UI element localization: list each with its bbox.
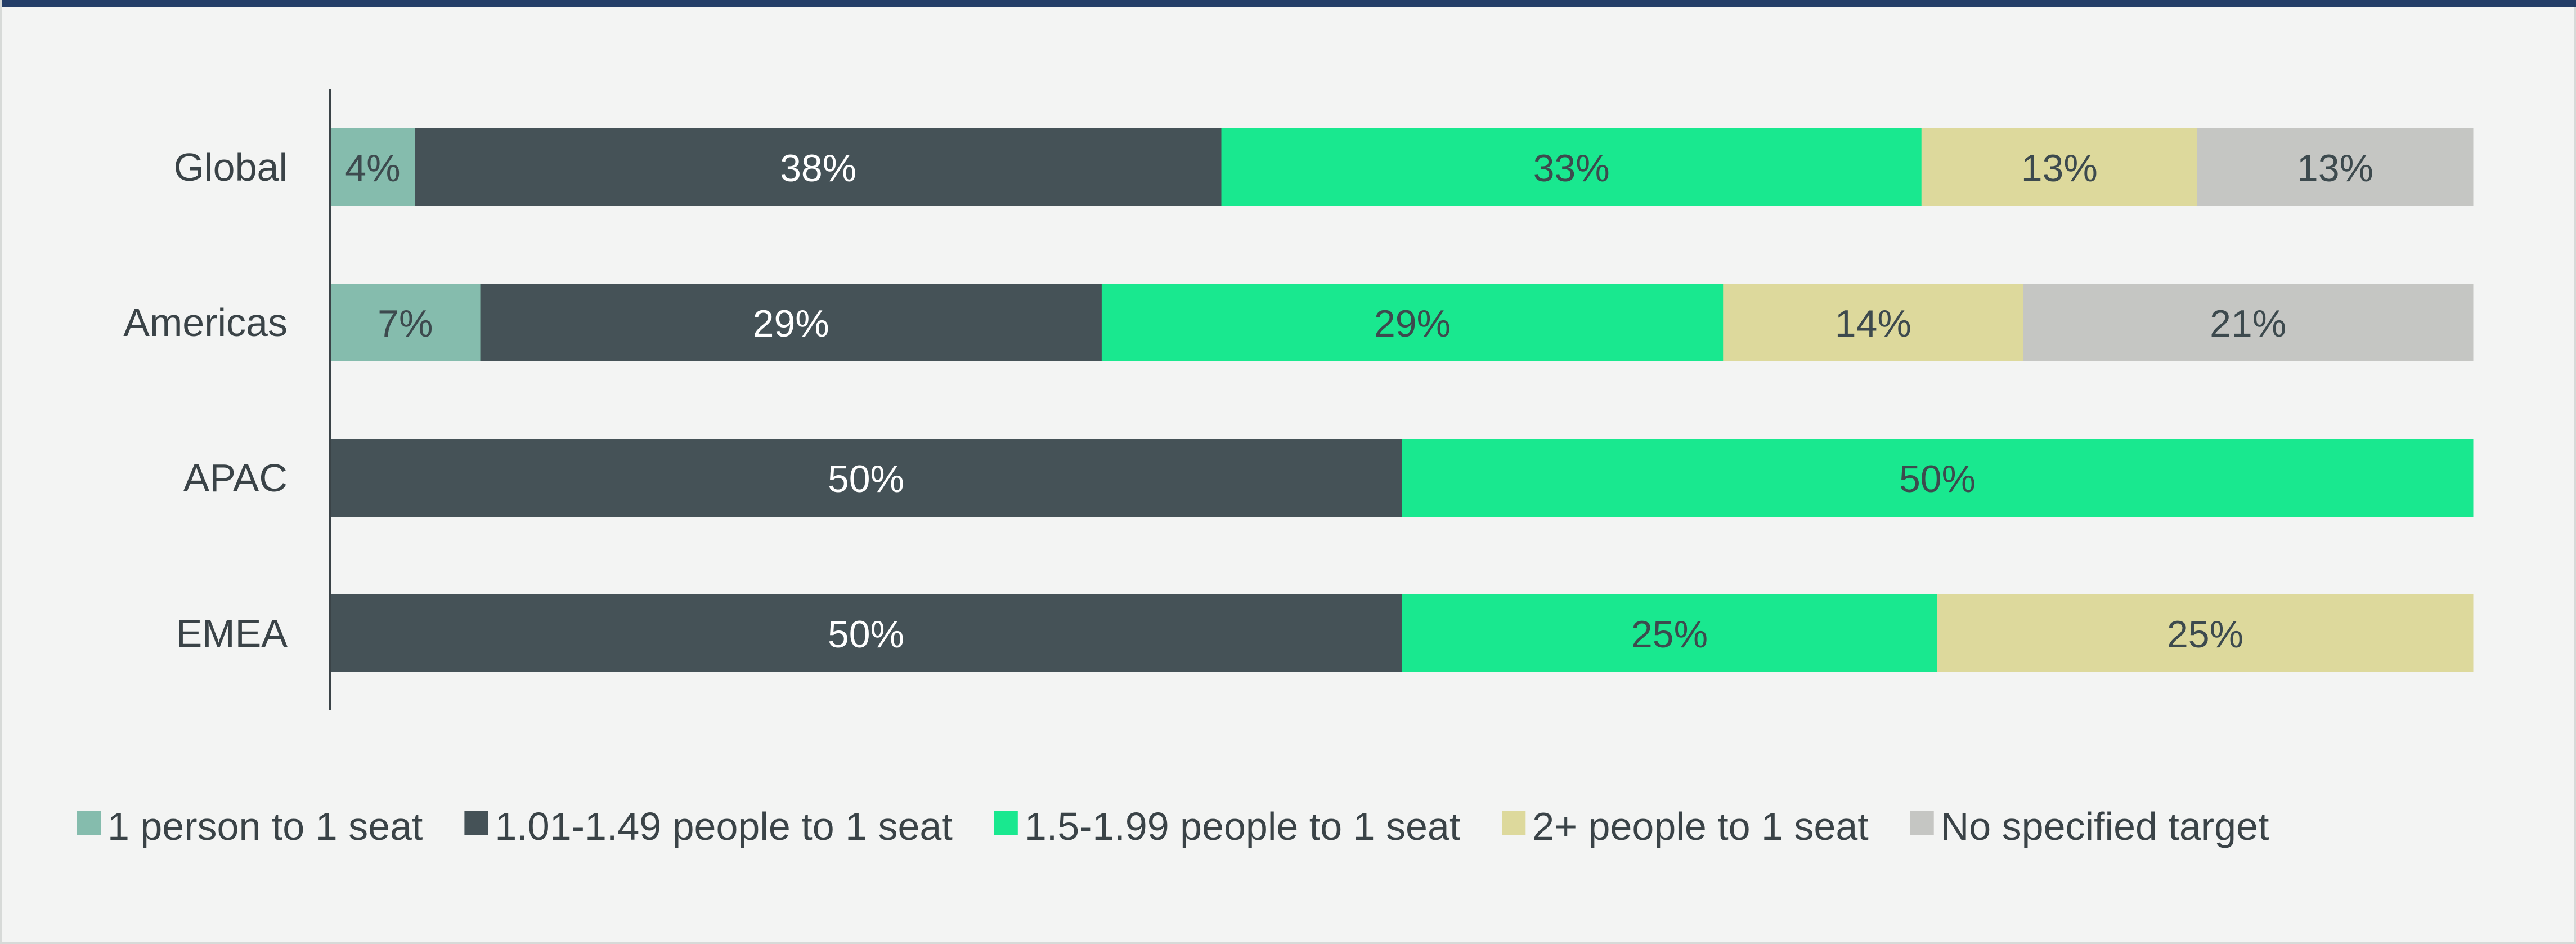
data-label-global-s3: 13% — [2021, 147, 2098, 190]
legend-label-s0: 1 person to 1 seat — [107, 804, 423, 848]
category-label-emea: EMEA — [176, 611, 288, 655]
data-label-apac-s1: 50% — [828, 458, 904, 500]
legend-swatch-s2 — [994, 811, 1018, 835]
data-label-emea-s1: 50% — [828, 613, 904, 656]
bar-segment-global-s1 — [415, 128, 1222, 206]
legend-label-s1: 1.01-1.49 people to 1 seat — [495, 804, 952, 848]
bar-segment-emea-s3 — [1937, 594, 2474, 672]
bar-segment-emea-s2 — [1402, 594, 1938, 672]
bar-segment-americas-s2 — [1101, 284, 1724, 361]
legend-label-s3: 2+ people to 1 seat — [1532, 804, 1868, 848]
data-label-americas-s1: 29% — [753, 302, 829, 345]
data-label-apac-s2: 50% — [1899, 458, 1976, 500]
data-label-global-s4: 13% — [2297, 147, 2373, 190]
category-label-global: Global — [174, 145, 288, 189]
legend-swatch-s1 — [464, 811, 488, 835]
legend-label-s2: 1.5-1.99 people to 1 seat — [1025, 804, 1460, 848]
top-rule — [2, 0, 2576, 7]
legend-swatch-s0 — [77, 811, 101, 835]
data-label-global-s1: 38% — [780, 147, 856, 190]
legend: 1 person to 1 seat 1.01-1.49 people to 1 … — [77, 804, 2269, 848]
legend-label-s4: No specified target — [1941, 804, 2269, 848]
data-label-emea-s3: 25% — [2167, 613, 2243, 656]
bar-segment-americas-s1 — [480, 284, 1102, 361]
bar-segment-global-s3 — [1921, 128, 2198, 206]
data-label-global-s2: 33% — [1533, 147, 1610, 190]
bar-segment-apac-s2 — [1402, 439, 2474, 517]
data-label-global-s0: 4% — [345, 147, 400, 190]
category-label-americas: Americas — [123, 301, 288, 345]
legend-swatch-s3 — [1502, 811, 1526, 835]
bars-layer — [330, 128, 2474, 672]
data-label-americas-s3: 14% — [1835, 302, 1911, 345]
legend-swatch-s4 — [1910, 811, 1934, 835]
labels-layer: Global 4% 38% 33% 13% 13% Americas 7% 29% 29% 14% 2… — [123, 145, 2373, 656]
bar-segment-global-s2 — [1221, 128, 1922, 206]
bar-segment-global-s0 — [330, 128, 416, 206]
bar-segment-americas-s4 — [2023, 284, 2474, 361]
bar-segment-emea-s1 — [330, 594, 1402, 672]
bar-segment-apac-s1 — [330, 439, 1402, 517]
data-label-americas-s4: 21% — [2210, 302, 2286, 345]
category-label-apac: APAC — [183, 456, 288, 500]
bar-segment-americas-s0 — [330, 284, 481, 361]
bar-segment-global-s4 — [2197, 128, 2474, 206]
data-label-americas-s2: 29% — [1374, 302, 1451, 345]
data-label-americas-s0: 7% — [378, 302, 433, 345]
data-label-emea-s2: 25% — [1631, 613, 1708, 656]
bar-segment-americas-s3 — [1723, 284, 2023, 361]
